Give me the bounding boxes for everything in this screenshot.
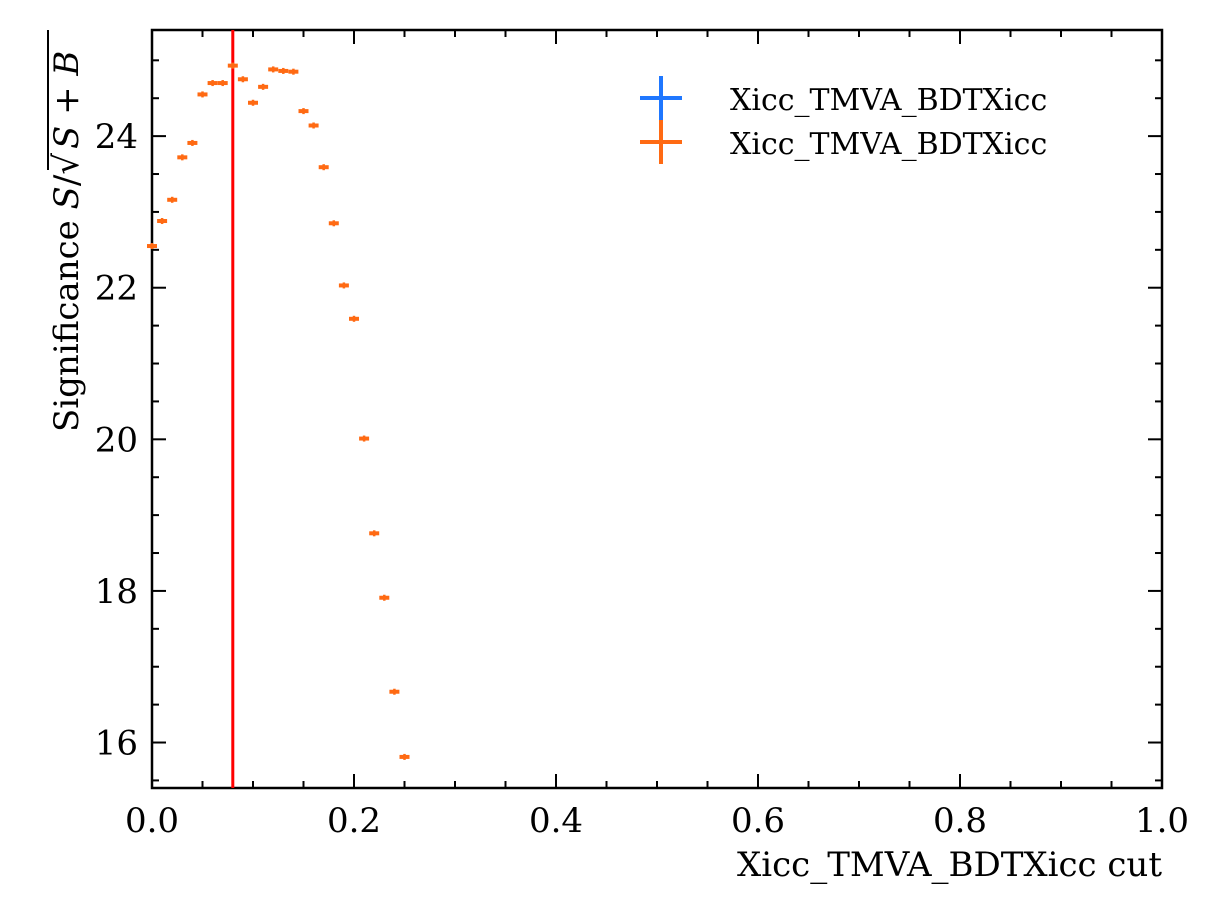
data-point (328, 220, 339, 227)
data-point (389, 688, 400, 695)
legend-entry-0: Xicc_TMVA_BDTXicc (640, 76, 1047, 120)
y-axis-label-s: S (47, 186, 87, 209)
data-point (278, 67, 289, 74)
x-tick-label: 0.4 (529, 801, 583, 841)
legend-label-0: Xicc_TMVA_BDTXicc (730, 83, 1047, 118)
data-point (349, 315, 359, 322)
data-point (288, 68, 299, 75)
y-axis-label-slash: / (47, 174, 87, 186)
data-point (308, 122, 319, 129)
data-point (248, 99, 258, 106)
y-axis-label-sqrt: √ (47, 153, 87, 175)
data-point (227, 62, 238, 69)
data-point (369, 530, 380, 537)
x-tick-label: 0.6 (731, 801, 785, 841)
svg-text:Significance S/√S + B: Significance S/√ S + B (47, 51, 87, 432)
legend: Xicc_TMVA_BDTXicc Xicc_TMVA_BDTXicc (640, 76, 1047, 164)
data-point (338, 282, 349, 289)
data-point (167, 196, 178, 203)
legend-entry-1: Xicc_TMVA_BDTXicc (640, 120, 1047, 164)
y-axis-label-prefix: Significance (47, 209, 87, 432)
data-point (147, 243, 157, 250)
data-point (217, 80, 228, 87)
data-point (187, 139, 198, 146)
y-tick-label: 16 (95, 724, 138, 764)
data-point (207, 80, 218, 87)
data-point (157, 218, 168, 225)
data-point (177, 154, 188, 161)
x-axis-label: Xicc_TMVA_BDTXicc cut (737, 845, 1162, 885)
data-point (197, 91, 208, 98)
x-tick-label: 0.8 (933, 801, 987, 841)
data-point (318, 164, 329, 171)
data-point (298, 108, 309, 115)
y-axis-label-radicand: S + B (47, 51, 87, 149)
axis-ticks (151, 30, 1163, 788)
y-tick-label: 20 (95, 420, 138, 460)
y-tick-label: 24 (95, 117, 138, 157)
data-point (268, 66, 279, 73)
data-point (399, 753, 410, 760)
data-point (237, 76, 248, 83)
data-point (258, 83, 269, 90)
data-point (379, 594, 390, 601)
y-tick-label: 22 (95, 269, 138, 309)
x-tick-label: 1.0 (1135, 801, 1189, 841)
y-tick-label: 18 (95, 572, 138, 612)
tick-labels: 0.0 0.2 0.4 0.6 0.8 1.0 16 18 20 22 24 (95, 117, 1189, 841)
x-tick-label: 0.0 (125, 801, 179, 841)
data-points (147, 62, 410, 760)
data-point (359, 435, 370, 442)
legend-label-1: Xicc_TMVA_BDTXicc (730, 127, 1047, 162)
x-tick-label: 0.2 (327, 801, 381, 841)
y-axis-label: Significance S/√ S + B (47, 30, 87, 432)
